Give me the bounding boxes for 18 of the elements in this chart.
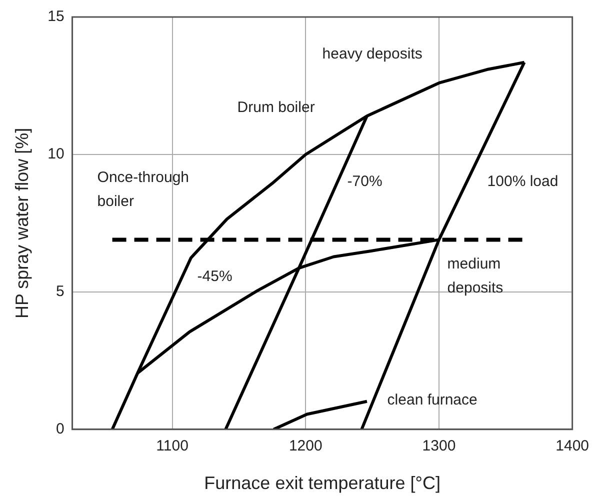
y-tick-label: 0 — [56, 420, 64, 438]
x-tick-label: 1300 — [422, 438, 456, 455]
y-tick-label: 5 — [56, 283, 64, 300]
y-axis-title: HP spray water flow [%] — [12, 128, 32, 319]
annotation: heavy deposits — [322, 45, 422, 62]
annotation: -70% — [347, 173, 382, 190]
x-axis-title: Furnace exit temperature [°C] — [204, 473, 440, 494]
annotation: Once-through boiler — [97, 168, 190, 210]
annotation: Drum boiler — [237, 98, 315, 116]
x-tick-label: 1400 — [556, 438, 590, 455]
annotation: clean furnace — [387, 392, 478, 409]
x-tick-label: 1100 — [156, 438, 188, 455]
annotation: medium deposits — [447, 256, 504, 297]
annotation: 100% load — [487, 173, 558, 190]
y-tick-label: 15 — [48, 8, 64, 26]
annotation: -45% — [197, 268, 232, 285]
y-tick-label: 10 — [48, 146, 64, 163]
x-tick-label: 1200 — [288, 438, 322, 455]
